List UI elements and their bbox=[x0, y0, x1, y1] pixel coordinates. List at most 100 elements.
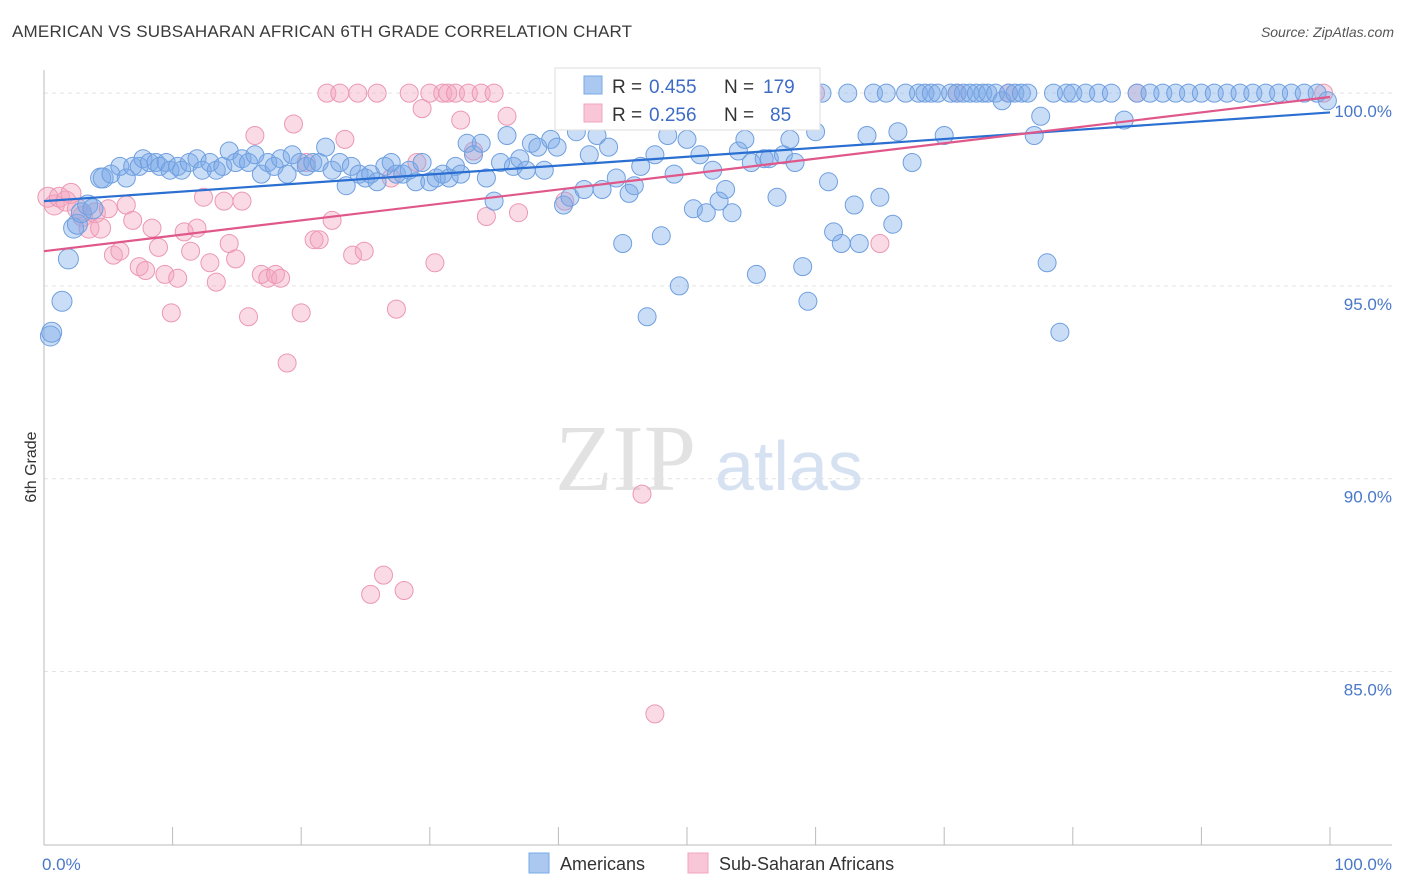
trend-lines bbox=[43, 95, 1331, 253]
american-point-158 bbox=[1044, 83, 1063, 103]
subsaharan-swatch bbox=[583, 103, 603, 123]
american-point-175 bbox=[1243, 83, 1263, 103]
american-point-163 bbox=[1089, 83, 1108, 103]
subsaharan-point-61 bbox=[425, 253, 445, 273]
american-point-97 bbox=[651, 226, 671, 246]
series-subsaharan-points bbox=[37, 83, 1334, 724]
watermark-atlas: atlas bbox=[715, 427, 863, 505]
american-point-5 bbox=[66, 213, 88, 235]
legend-subsaharan-label: Sub-Saharan Africans bbox=[719, 854, 894, 874]
subsaharan-point-80 bbox=[870, 234, 890, 253]
subsaharan-point-59 bbox=[412, 99, 432, 119]
american-point-26 bbox=[192, 160, 212, 180]
american-point-131 bbox=[870, 187, 890, 207]
american-r-value: 0.455 bbox=[649, 77, 697, 98]
y-tick-label-1: 90.0% bbox=[1344, 488, 1392, 507]
american-point-66 bbox=[451, 164, 471, 184]
american-n-label: N = bbox=[724, 77, 754, 98]
subsaharan-point-52 bbox=[367, 83, 387, 103]
american-point-91 bbox=[613, 234, 633, 253]
american-point-74 bbox=[503, 156, 523, 176]
american-point-72 bbox=[491, 153, 510, 172]
american-point-154 bbox=[1018, 83, 1038, 103]
subsaharan-r-label: R = bbox=[612, 105, 642, 126]
axes bbox=[43, 70, 1392, 846]
american-point-94 bbox=[631, 156, 651, 176]
subsaharan-point-17 bbox=[142, 218, 162, 238]
american-point-138 bbox=[915, 83, 935, 103]
american-point-166 bbox=[1127, 83, 1147, 103]
subsaharan-point-20 bbox=[161, 303, 181, 323]
subsaharan-point-10 bbox=[98, 199, 118, 219]
american-point-79 bbox=[534, 160, 554, 180]
subsaharan-point-39 bbox=[284, 114, 303, 134]
subsaharan-point-45 bbox=[322, 210, 342, 230]
subsaharan-point-72 bbox=[509, 203, 528, 223]
subsaharan-point-55 bbox=[386, 299, 406, 319]
american-point-155 bbox=[1024, 126, 1044, 145]
subsaharan-point-25 bbox=[194, 187, 213, 207]
american-point-129 bbox=[857, 126, 877, 145]
subsaharan-n-label: N = bbox=[724, 105, 754, 126]
american-point-67 bbox=[457, 133, 477, 153]
subsaharan-point-28 bbox=[214, 191, 234, 211]
subsaharan-point-27 bbox=[206, 272, 226, 292]
american-point-171 bbox=[1191, 83, 1211, 103]
american-point-60 bbox=[412, 153, 432, 172]
american-point-69 bbox=[471, 133, 491, 153]
american-point-159 bbox=[1050, 322, 1070, 342]
subsaharan-point-46 bbox=[330, 83, 350, 103]
american-point-106 bbox=[709, 191, 729, 211]
american-swatch bbox=[583, 75, 603, 95]
y-tick-label-3: 100.0% bbox=[1334, 102, 1392, 121]
american-point-46 bbox=[322, 160, 342, 180]
series-american-points bbox=[39, 83, 1337, 347]
american-point-125 bbox=[831, 234, 851, 253]
subsaharan-point-38 bbox=[277, 353, 297, 373]
american-point-181 bbox=[1317, 91, 1337, 111]
american-point-110 bbox=[735, 129, 755, 149]
american-point-70 bbox=[476, 168, 496, 188]
american-point-45 bbox=[316, 137, 336, 157]
american-point-149 bbox=[986, 83, 1006, 103]
american-point-80 bbox=[541, 129, 561, 149]
american-point-144 bbox=[954, 83, 973, 103]
american-point-13 bbox=[116, 168, 136, 188]
american-point-133 bbox=[883, 214, 903, 234]
american-point-25 bbox=[187, 149, 207, 169]
subsaharan-point-65 bbox=[451, 110, 471, 130]
subsaharan-point-18 bbox=[149, 237, 168, 257]
subsaharan-point-63 bbox=[438, 83, 458, 103]
subsaharan-point-22 bbox=[174, 222, 194, 242]
american-point-8 bbox=[82, 198, 104, 220]
american-point-123 bbox=[819, 172, 838, 192]
subsaharan-point-26 bbox=[200, 253, 220, 273]
american-point-22 bbox=[168, 156, 188, 176]
american-point-146 bbox=[966, 83, 986, 103]
subsaharan-point-30 bbox=[226, 249, 246, 269]
american-point-101 bbox=[677, 129, 697, 149]
subsaharan-point-32 bbox=[239, 307, 258, 327]
watermark-zip: ZIP bbox=[555, 407, 696, 511]
american-point-134 bbox=[888, 122, 908, 142]
subsaharan-point-56 bbox=[394, 581, 414, 600]
american-point-59 bbox=[406, 172, 426, 192]
american-point-124 bbox=[824, 222, 844, 242]
tick-labels: 85.0% 90.0% 95.0% 100.0% 0.0% 100.0% bbox=[42, 102, 1392, 874]
american-point-104 bbox=[696, 203, 716, 223]
subsaharan-point-53 bbox=[374, 565, 393, 585]
subsaharan-point-21 bbox=[168, 268, 188, 288]
legend-american-label: Americans bbox=[560, 854, 645, 874]
american-point-82 bbox=[554, 195, 573, 215]
subsaharan-point-77 bbox=[645, 704, 665, 724]
american-point-39 bbox=[277, 164, 297, 184]
subsaharan-point-68 bbox=[471, 83, 491, 103]
subsaharan-n-value: 85 bbox=[770, 105, 791, 126]
american-point-176 bbox=[1256, 83, 1276, 103]
subsaharan-point-43 bbox=[309, 230, 329, 250]
american-point-112 bbox=[746, 264, 766, 284]
y-axis-title: 6th Grade bbox=[23, 431, 40, 502]
american-point-77 bbox=[521, 133, 541, 153]
american-point-73 bbox=[497, 126, 517, 145]
american-point-157 bbox=[1037, 253, 1057, 273]
